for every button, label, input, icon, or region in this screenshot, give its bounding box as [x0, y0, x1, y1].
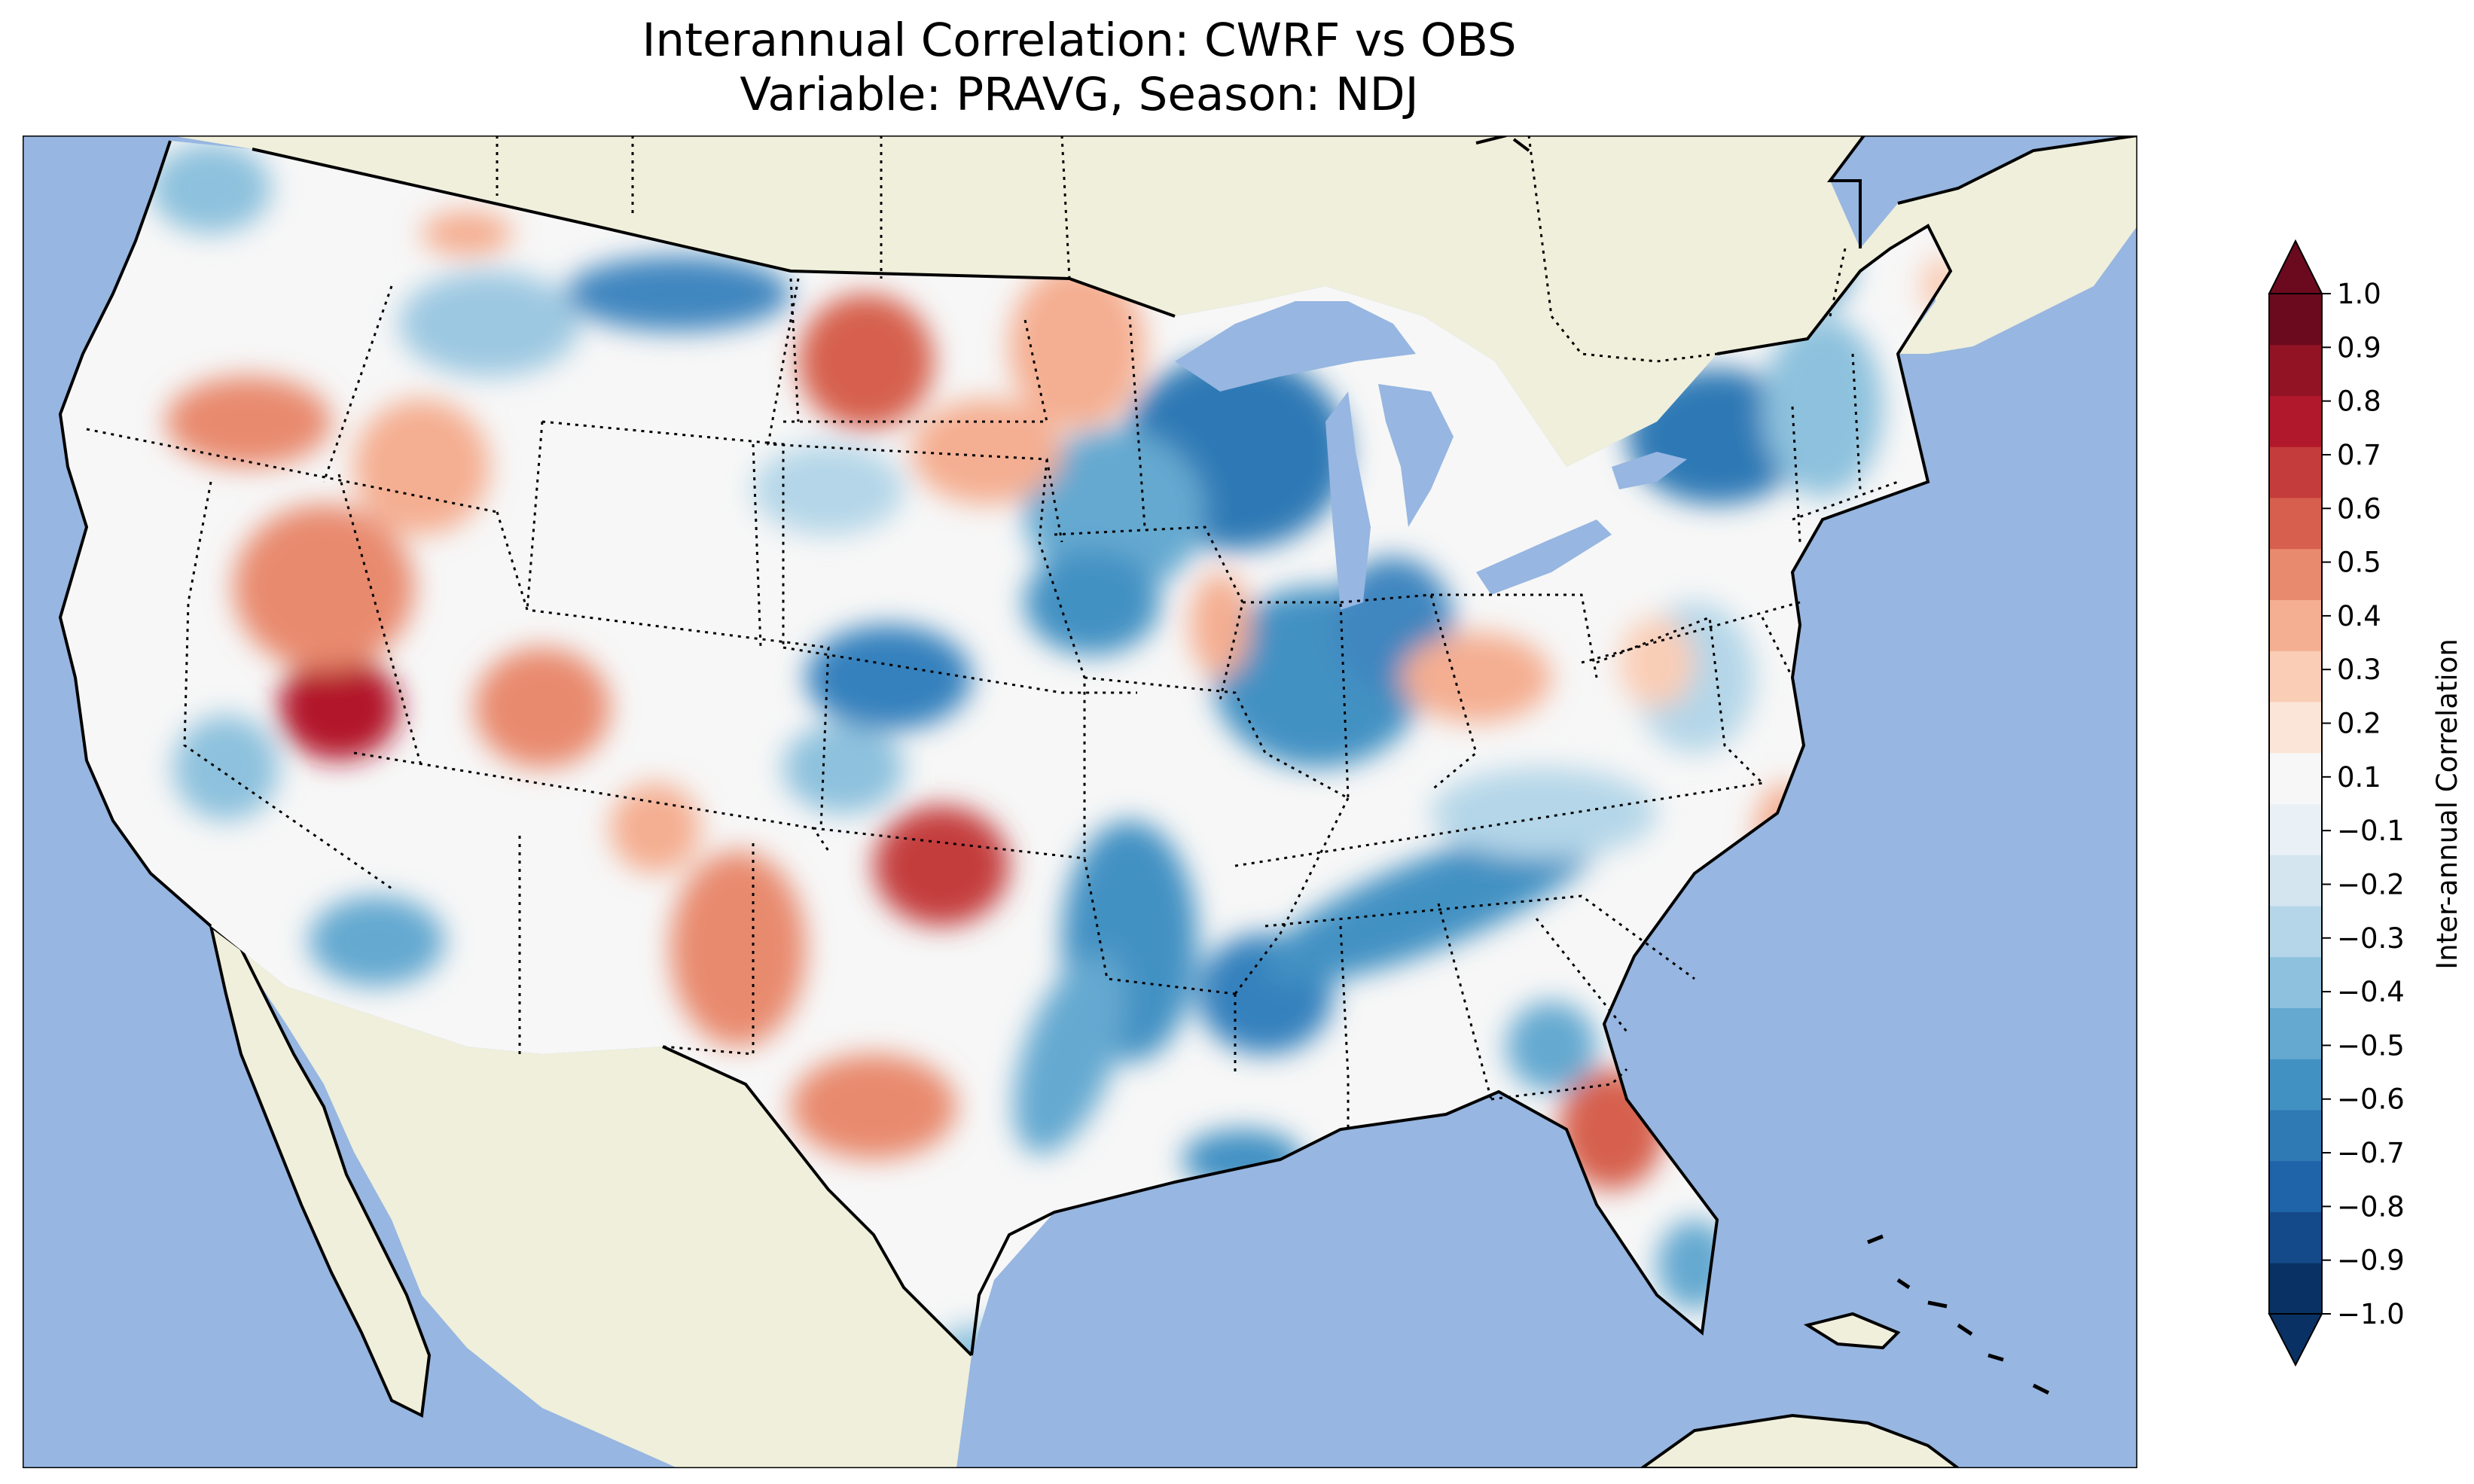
colorbar-segment — [2269, 1059, 2322, 1111]
colorbar-segment — [2269, 1263, 2322, 1315]
colorbar-tick-label: 0.3 — [2337, 654, 2381, 686]
colorbar-tick-label: 0.2 — [2337, 708, 2381, 740]
colorbar-segment — [2269, 498, 2322, 550]
colorbar-segment — [2269, 599, 2322, 651]
colorbar-segment — [2269, 446, 2322, 498]
colorbar-tick-label: 0.9 — [2337, 331, 2381, 364]
colorbar-tick-label: 1.0 — [2337, 278, 2381, 310]
colorbar-tick-label: 0.7 — [2337, 439, 2381, 471]
colorbar-segment — [2269, 1007, 2322, 1059]
colorbar-tick-label: −0.7 — [2337, 1137, 2405, 1169]
colorbar-segment — [2269, 803, 2322, 855]
colorbar-tick-label: −0.9 — [2337, 1245, 2405, 1277]
colorbar-tick-label: −0.8 — [2337, 1190, 2405, 1223]
colorbar-segments — [2268, 293, 2323, 1315]
colorbar-segment — [2269, 1211, 2322, 1263]
colorbar-tick-label: 0.8 — [2337, 385, 2381, 418]
colorbar-segment — [2269, 1110, 2322, 1162]
yucatan-land — [1639, 1413, 1961, 1468]
colorbar-tick-label: −0.1 — [2337, 815, 2405, 847]
colorbar-segment — [2269, 906, 2322, 958]
colorbar: 1.0 0.9 0.8 0.7 0.6 0.5 0.4 0.3 0.2 0.1 −0.1 −0.2 −0… — [2268, 239, 2463, 1367]
colorbar-segment — [2269, 702, 2322, 754]
colorbar-extend-top — [2268, 239, 2323, 294]
chart-title-line1: Interannual Correlation: CWRF vs OBS — [642, 14, 1517, 67]
baja-california — [208, 922, 432, 1418]
mexico-land — [211, 926, 972, 1468]
colorbar-segment — [2269, 752, 2322, 804]
colorbar-segment — [2269, 395, 2322, 447]
colorbar-tick-label: −0.2 — [2337, 868, 2405, 900]
colorbar-tick-label: −1.0 — [2337, 1298, 2405, 1330]
colorbar-tick-label: 0.4 — [2337, 600, 2381, 632]
map-panel — [23, 136, 2137, 1468]
colorbar-tick-label: 0.1 — [2337, 761, 2381, 794]
colorbar-segment — [2269, 344, 2322, 396]
chart-title-line2: Variable: PRAVG, Season: NDJ — [740, 68, 1419, 121]
great-lakes — [1175, 301, 1687, 610]
colorbar-segment — [2269, 651, 2322, 702]
colorbar-tick-label: 0.6 — [2337, 492, 2381, 525]
cuba-island — [1803, 1312, 1901, 1350]
colorbar-tick-label: −0.6 — [2337, 1083, 2405, 1116]
colorbar-tick-label: −0.3 — [2337, 922, 2405, 955]
colorbar-tick-label: −0.4 — [2337, 976, 2405, 1008]
colorbar-segment — [2269, 1160, 2322, 1212]
canada-land — [170, 136, 2137, 467]
colorbar-tick-label: 0.5 — [2337, 547, 2381, 579]
colorbar-label: Inter-annual Correlation — [2431, 638, 2463, 970]
coastlines — [58, 136, 2137, 1357]
colorbar-tick-label: −0.5 — [2337, 1029, 2405, 1062]
colorbar-segment — [2269, 855, 2322, 907]
bahamas-islands — [1867, 1234, 2050, 1395]
colorbar-segment — [2269, 294, 2322, 346]
colorbar-extend-bottom — [2268, 1313, 2323, 1367]
colorbar-segment — [2269, 956, 2322, 1008]
colorbar-segment — [2269, 548, 2322, 600]
state-boundaries — [86, 136, 1899, 1129]
colorbar-ticks: 1.0 0.9 0.8 0.7 0.6 0.5 0.4 0.3 0.2 0.1 −0.1 −0.2 −0… — [2322, 278, 2405, 1330]
us-land-base — [60, 141, 1951, 1355]
